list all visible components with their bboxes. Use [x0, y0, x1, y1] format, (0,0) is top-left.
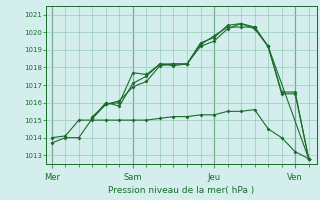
X-axis label: Pression niveau de la mer( hPa ): Pression niveau de la mer( hPa ) — [108, 186, 255, 195]
